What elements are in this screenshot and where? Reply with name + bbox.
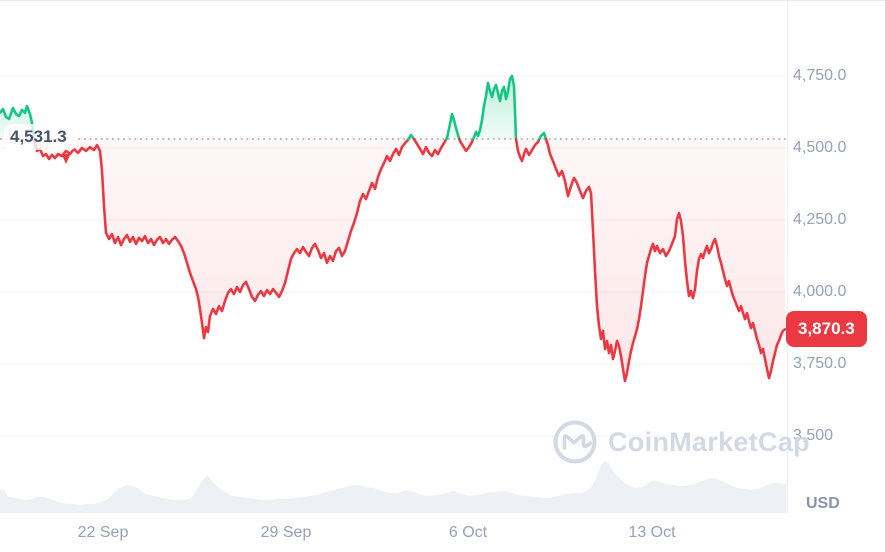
x-axis-label: 13 Oct [628,524,676,541]
y-axis-label: 3,500 [793,427,834,444]
x-axis-label: 6 Oct [448,524,488,541]
price-line-down [32,137,410,340]
price-line-up [0,104,36,141]
baseline-price-label: 4,531.3 [4,123,76,150]
price-line-down [458,137,475,153]
price-line-up [471,74,518,141]
y-axis-label: 4,250.0 [793,211,847,228]
price-line-down [514,137,541,163]
price-line-up [407,133,416,141]
x-axis-label: 29 Sep [260,524,312,541]
dip-marker-icon [61,154,71,164]
currency-label: USD [806,495,840,512]
y-axis-label: 4,750.0 [793,67,847,84]
price-line-down [544,137,787,383]
price-line-up [538,131,548,141]
last-price-badge: 3,870.3 [786,311,867,348]
volume-area [0,461,787,513]
y-axis-label: 3,750.0 [793,355,847,372]
price-line-up [445,112,461,141]
y-axis-label: 4,500.0 [793,139,847,156]
y-axis-label: 4,000.0 [793,283,847,300]
area-fill-down [459,138,474,151]
area-fill-up [473,76,516,139]
area-fill-down [545,138,785,381]
x-axis-label: 22 Sep [77,524,129,541]
price-line-down [412,137,448,158]
area-fill-down [33,138,409,339]
